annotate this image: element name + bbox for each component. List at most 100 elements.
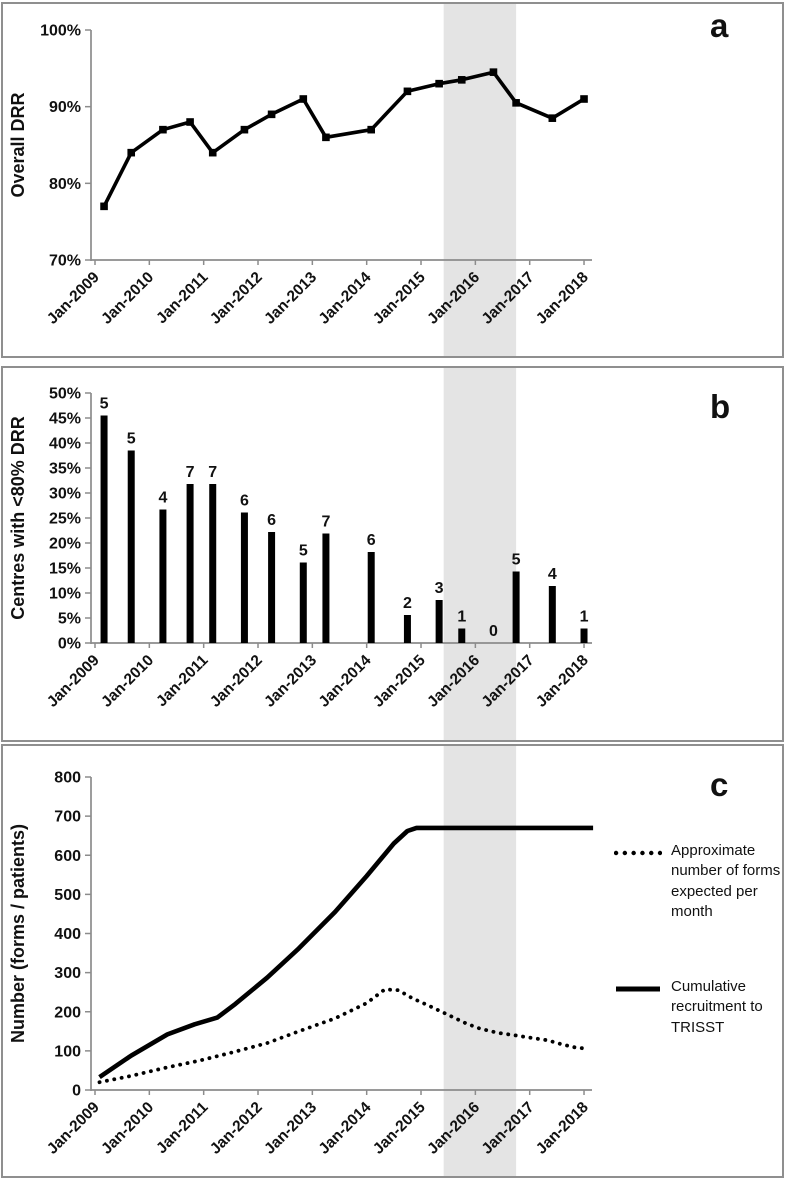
bar bbox=[322, 533, 330, 643]
bar bbox=[127, 450, 135, 643]
bar bbox=[186, 484, 194, 643]
y-tick-label: 25% bbox=[49, 511, 81, 528]
bar-value-label: 7 bbox=[186, 464, 195, 481]
y-axis-title: Number (forms / patients) bbox=[8, 824, 28, 1043]
bar bbox=[100, 415, 108, 643]
bar-value-label: 6 bbox=[367, 532, 376, 549]
x-tick-label: Jan-2018 bbox=[533, 269, 592, 328]
data-point-marker bbox=[100, 202, 108, 211]
panel-letter-b: b bbox=[710, 388, 730, 425]
x-tick-label: Jan-2014 bbox=[316, 1099, 375, 1158]
data-point-marker bbox=[127, 148, 136, 157]
y-tick-label: 100 bbox=[54, 1043, 81, 1060]
y-tick-label: 200 bbox=[54, 1004, 81, 1021]
x-tick-label: Jan-2011 bbox=[153, 269, 212, 328]
x-tick-label: Jan-2018 bbox=[533, 652, 592, 711]
dotted-line-icon bbox=[614, 850, 662, 856]
y-tick-label: 300 bbox=[54, 965, 81, 982]
x-tick-label: Jan-2012 bbox=[207, 652, 266, 711]
bar bbox=[367, 552, 375, 643]
y-tick-label: 70% bbox=[49, 253, 81, 270]
x-tick-label: Jan-2013 bbox=[261, 269, 320, 328]
bar-value-label: 7 bbox=[321, 514, 330, 531]
panel-c-chart: 8007006005004003002001000Jan-2009Jan-201… bbox=[8, 746, 728, 1176]
y-tick-label: 90% bbox=[49, 99, 81, 116]
y-tick-label: 400 bbox=[54, 926, 81, 943]
y-tick-label: 80% bbox=[49, 176, 81, 193]
legend-item-solid: Cumulative recruitment to TRISST bbox=[614, 977, 784, 1038]
y-tick-label: 40% bbox=[49, 436, 81, 453]
highlight-band bbox=[443, 368, 517, 740]
series-solid bbox=[98, 825, 594, 1080]
bar bbox=[299, 562, 307, 643]
bar bbox=[458, 628, 466, 643]
x-tick-label: Jan-2018 bbox=[533, 1099, 592, 1158]
y-tick-label: 10% bbox=[49, 586, 81, 603]
y-axis-title: Overall DRR bbox=[8, 92, 28, 197]
y-tick-label: 0 bbox=[72, 1083, 81, 1100]
y-tick-label: 500 bbox=[54, 887, 81, 904]
bar-value-label: 2 bbox=[403, 595, 412, 612]
bar bbox=[268, 532, 276, 643]
bar bbox=[403, 615, 411, 643]
bar-value-label: 5 bbox=[299, 543, 308, 560]
y-tick-label: 5% bbox=[58, 611, 81, 628]
bar bbox=[548, 586, 556, 643]
bar-value-label: 6 bbox=[267, 512, 276, 529]
x-tick-label: Jan-2009 bbox=[44, 269, 103, 328]
y-tick-label: 50% bbox=[49, 386, 81, 403]
x-tick-label: Jan-2013 bbox=[261, 652, 320, 711]
y-tick-label: 800 bbox=[54, 770, 81, 787]
x-tick-label: Jan-2015 bbox=[370, 1099, 429, 1158]
bar-value-label: 3 bbox=[435, 580, 444, 597]
x-tick-label: Jan-2010 bbox=[98, 269, 157, 328]
data-point-marker bbox=[580, 95, 588, 103]
bar-value-label: 0 bbox=[489, 623, 498, 640]
bar-value-label: 4 bbox=[158, 490, 167, 507]
x-tick-label: Jan-2015 bbox=[370, 269, 429, 328]
y-tick-label: 20% bbox=[49, 536, 81, 553]
bar-value-label: 1 bbox=[580, 609, 589, 626]
bar-value-label: 5 bbox=[512, 552, 521, 569]
x-tick-label: Jan-2011 bbox=[153, 1099, 212, 1158]
y-tick-label: 100% bbox=[40, 23, 81, 40]
y-tick-label: 30% bbox=[49, 486, 81, 503]
legend-label: Approximate number of forms expected per… bbox=[671, 842, 781, 921]
x-tick-label: Jan-2014 bbox=[316, 269, 375, 328]
x-tick-label: Jan-2014 bbox=[316, 652, 375, 711]
data-point-marker bbox=[489, 68, 498, 76]
bar bbox=[580, 628, 588, 643]
bar-value-label: 5 bbox=[100, 396, 109, 413]
bar-value-label: 6 bbox=[240, 493, 249, 510]
x-tick-label: Jan-2009 bbox=[44, 1099, 103, 1158]
bar bbox=[159, 509, 167, 643]
bar bbox=[209, 484, 217, 643]
bar-value-label: 4 bbox=[548, 566, 557, 583]
data-point-marker bbox=[267, 110, 276, 119]
x-tick-label: Jan-2015 bbox=[370, 652, 429, 711]
data-point-marker bbox=[367, 125, 376, 134]
bar-value-label: 7 bbox=[208, 464, 217, 481]
x-tick-label: Jan-2012 bbox=[207, 1099, 266, 1158]
x-tick-label: Jan-2010 bbox=[98, 652, 157, 711]
data-point-marker bbox=[435, 79, 443, 88]
data-point-marker bbox=[159, 125, 167, 134]
highlight-band bbox=[443, 746, 517, 1176]
bar-value-label: 5 bbox=[127, 431, 136, 448]
bar bbox=[435, 600, 443, 643]
panel-a-overall-drr: 100% 90% 80% 70% Jan-2009 Jan-2010 Jan-2011 Jan… bbox=[1, 2, 784, 358]
data-point-marker bbox=[512, 99, 520, 107]
x-tick-label: Jan-2009 bbox=[44, 652, 103, 711]
x-tick-label: Jan-2010 bbox=[98, 1099, 157, 1158]
y-tick-label: 45% bbox=[49, 411, 81, 428]
data-point-marker bbox=[240, 125, 249, 134]
x-tick-label: Jan-2011 bbox=[153, 652, 212, 711]
data-point-marker bbox=[403, 87, 412, 96]
panel-b-chart: 50%45%40%35%30%25%20%15%10%5%0%Jan-2009J… bbox=[8, 368, 730, 740]
y-tick-label: 35% bbox=[49, 461, 81, 478]
y-tick-label: 15% bbox=[49, 561, 81, 578]
data-point-marker bbox=[299, 95, 308, 103]
y-tick-label: 700 bbox=[54, 809, 81, 826]
